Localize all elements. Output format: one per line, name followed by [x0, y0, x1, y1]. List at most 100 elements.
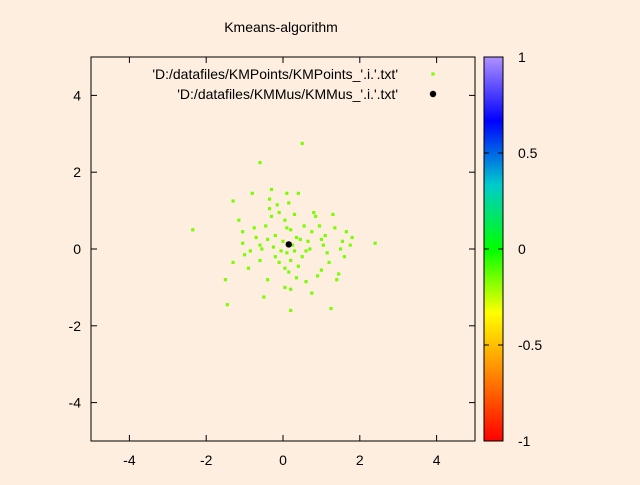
legend-label: 'D:/datafiles/KMMus/KMMus_'.i.'.txt': [177, 86, 398, 102]
data-point: [329, 306, 333, 311]
data-point: [296, 264, 300, 268]
data-point: [337, 272, 341, 276]
data-point: [306, 239, 310, 243]
plot-area: [90, 56, 476, 442]
data-point: [289, 308, 293, 313]
data-point: [269, 214, 274, 218]
data-point: [344, 230, 348, 234]
legend-marker: [429, 90, 437, 98]
data-point: [241, 241, 245, 245]
data-point: [250, 191, 254, 195]
data-point: [325, 251, 329, 255]
legend-marker: [431, 72, 435, 76]
data-point: [260, 247, 264, 251]
data-point: [289, 258, 293, 263]
data-point: [277, 260, 281, 265]
data-point: [287, 270, 291, 274]
data-point: [283, 266, 287, 270]
data-point: [296, 191, 300, 195]
data-point: [271, 245, 275, 249]
data-point: [319, 237, 323, 241]
data-point: [289, 228, 293, 232]
data-point: [231, 199, 235, 203]
legend-label: 'D:/datafiles/KMPoints/KMPoints_'.i.'.tx…: [152, 66, 398, 82]
data-points: [191, 141, 377, 313]
data-point: [327, 260, 331, 265]
data-point: [317, 224, 322, 228]
data-point: [252, 226, 256, 230]
data-point: [225, 303, 229, 307]
colorbar-tick-label: 0: [518, 241, 526, 257]
data-point: [254, 235, 258, 240]
data-point: [281, 239, 285, 243]
data-point: [266, 237, 270, 241]
data-point: [292, 249, 297, 253]
x-tick-label: 4: [433, 452, 441, 468]
data-point: [273, 255, 277, 259]
y-tick-label: 0: [73, 241, 81, 257]
data-point: [321, 243, 325, 247]
data-point: [310, 291, 314, 295]
y-tick-label: -2: [69, 318, 82, 334]
data-point: [285, 191, 289, 195]
data-point: [294, 235, 299, 240]
data-point: [342, 255, 347, 259]
data-point: [289, 287, 293, 291]
data-point: [266, 278, 270, 282]
colorbar-tick-label: 1: [518, 49, 526, 65]
data-point: [285, 251, 289, 255]
data-point: [304, 249, 308, 253]
data-point: [264, 224, 268, 228]
data-point: [302, 224, 306, 228]
data-point: [248, 249, 252, 253]
x-tick-label: 2: [356, 452, 364, 468]
data-point: [262, 295, 266, 299]
data-point: [339, 247, 343, 251]
data-point: [237, 218, 241, 222]
data-point: [283, 218, 287, 222]
data-point: [350, 235, 354, 240]
data-point: [191, 228, 195, 232]
x-tick-label: -2: [200, 452, 213, 468]
data-point: [269, 187, 274, 192]
data-point: [373, 241, 377, 245]
data-point: [273, 233, 277, 238]
data-point: [267, 207, 272, 211]
data-point: [298, 237, 302, 241]
x-tick-label: 0: [279, 452, 287, 468]
data-point: [323, 233, 327, 238]
axes: -4 -2 0 2 4 -4 -2 0 2 4: [69, 57, 475, 468]
y-tick-label: -4: [69, 395, 82, 411]
data-point: [294, 276, 299, 280]
data-point: [335, 278, 339, 282]
data-point: [258, 243, 262, 247]
data-point: [319, 268, 323, 272]
data-point: [348, 243, 352, 247]
data-point: [312, 210, 316, 215]
data-point: [300, 141, 304, 145]
data-point: [223, 278, 227, 282]
data-point: [267, 197, 272, 201]
data-point: [243, 253, 247, 257]
data-point: [340, 239, 345, 243]
data-point: [315, 274, 320, 278]
data-point: [231, 260, 235, 265]
data-point: [331, 212, 335, 217]
data-point: [277, 210, 281, 215]
data-point: [300, 255, 304, 259]
data-point: [292, 212, 297, 217]
data-point: [246, 266, 251, 270]
colorbar-tick-label: -1: [518, 433, 531, 449]
data-point: [241, 230, 245, 234]
colorbar-tick-label: -0.5: [518, 337, 542, 353]
data-point: [287, 201, 291, 205]
data-point: [314, 214, 318, 218]
centroid-point: [285, 241, 292, 248]
data-point: [258, 161, 262, 165]
data-point: [291, 243, 295, 247]
colorbar-tick-label: 0.5: [518, 145, 538, 161]
legend: 'D:/datafiles/KMPoints/KMPoints_'.i.'.tx…: [152, 66, 437, 102]
data-point: [285, 226, 289, 230]
y-tick-label: 4: [73, 87, 81, 103]
